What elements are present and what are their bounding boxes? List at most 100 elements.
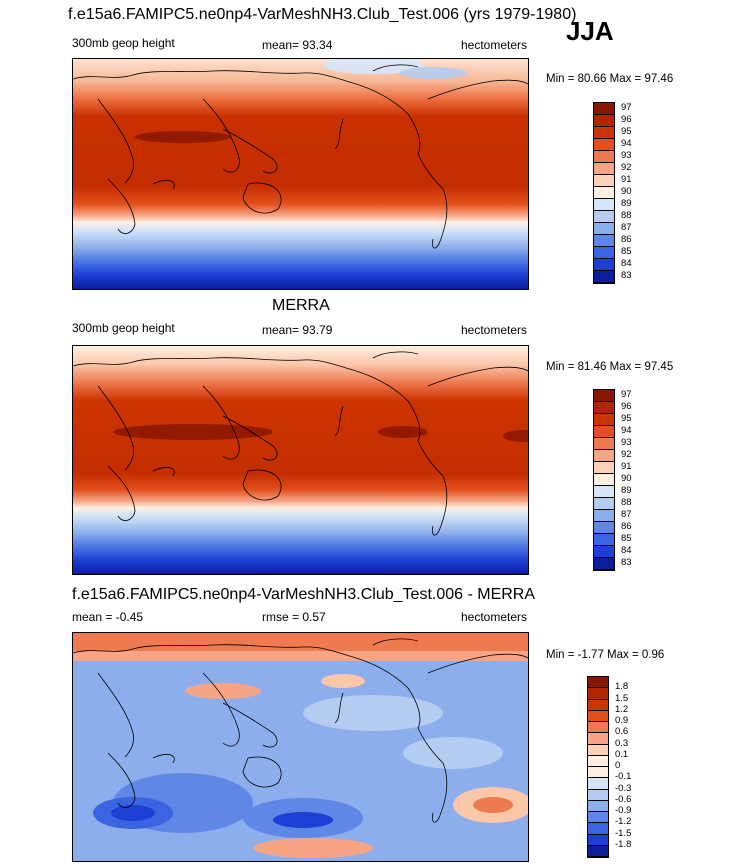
colorbar-tick-label: 97 [621, 389, 632, 400]
panel-obs-title: MERRA [272, 297, 330, 314]
colorbar-swatch [594, 438, 614, 450]
colorbar-tick-label: 92 [621, 449, 632, 460]
panel-obs-variable: 300mb geop height [72, 321, 175, 335]
colorbar-tick-label: 91 [621, 174, 632, 185]
colorbar-swatch [588, 845, 608, 857]
colorbar-swatch [588, 722, 608, 734]
colorbar-tick-label: 96 [621, 114, 632, 125]
colorbar-swatch [594, 450, 614, 462]
colorbar-swatch [594, 510, 614, 522]
colorbar-tick-label: 94 [621, 425, 632, 436]
colorbar-tick-label: 95 [621, 126, 632, 137]
panel-model-variable: 300mb geop height [72, 36, 175, 50]
colorbar-swatch [594, 139, 614, 151]
colorbar-swatch [588, 710, 608, 722]
colorbar-tick-label: 0.6 [615, 726, 629, 738]
colorbar-tick-label: 89 [621, 198, 632, 209]
colorbar-tick-label: 0.1 [615, 748, 629, 760]
colorbar-swatch [588, 733, 608, 745]
model-coastlines [73, 64, 528, 249]
panel-model-units: hectometers [461, 38, 528, 52]
colorbar-swatch [594, 175, 614, 187]
colorbar-tick-label: 90 [621, 186, 632, 197]
colorbar-swatch [594, 534, 614, 546]
colorbar-swatch [594, 247, 614, 259]
colorbar-tick-label: -0.1 [615, 771, 632, 783]
colorbar-swatch [588, 789, 608, 801]
colorbar-tick-label: 88 [621, 497, 632, 508]
panel-diff-rmse: rmse = 0.57 [262, 610, 326, 624]
panel-diff-minmax: Min = -1.77 Max = 0.96 [546, 649, 665, 661]
panel-diff-units: hectometers [461, 610, 528, 624]
colorbar-swatch [588, 767, 608, 779]
colorbar-swatch [594, 223, 614, 235]
colorbar-swatch [594, 546, 614, 558]
colorbar-tick-label: 94 [621, 138, 632, 149]
colorbar-tick-label: 86 [621, 234, 632, 245]
colorbar-swatch [594, 163, 614, 175]
obs-coastlines [73, 351, 528, 536]
colorbar-swatch [588, 823, 608, 835]
colorbar-tick-label: 96 [621, 401, 632, 412]
colorbar-tick-label: 83 [621, 270, 632, 281]
season-label: JJA [566, 16, 614, 46]
colorbar-swatch [594, 498, 614, 510]
colorbar-swatch [588, 778, 608, 790]
diff-coastlines [73, 638, 528, 823]
colorbar-tick-label: 88 [621, 210, 632, 221]
colorbar-tick-label: 84 [621, 258, 632, 269]
colorbar-tick-label: 84 [621, 545, 632, 556]
colorbar-swatch [594, 414, 614, 426]
colorbar-swatch [594, 259, 614, 271]
colorbar-tick-label: -0.3 [615, 782, 632, 794]
model-field-plot [73, 59, 528, 289]
colorbar-tick-label: 83 [621, 557, 632, 568]
colorbar-swatch [594, 426, 614, 438]
colorbar-tick-label: -0.9 [615, 805, 632, 816]
colorbar-swatch [594, 522, 614, 534]
obs-field-plot [73, 346, 528, 574]
colorbar-swatch [594, 127, 614, 139]
colorbar-tick-label: 1.5 [615, 692, 629, 704]
colorbar-tick-label: 86 [621, 521, 632, 532]
colorbar-swatch [594, 187, 614, 199]
colorbar-tick-label: 85 [621, 246, 632, 257]
colorbar-swatch [588, 755, 608, 767]
colorbar-tick-label: 92 [621, 162, 632, 173]
panel-model-minmax: Min = 80.66 Max = 97.46 [546, 73, 674, 85]
panel-diff-title: f.e15a6.FAMIPC5.ne0np4-VarMeshNH3.Club_T… [72, 586, 536, 603]
colorbar-tick-label: -1.2 [615, 816, 632, 828]
panel-diff-mean: mean = -0.45 [72, 610, 144, 624]
panel-obs-colorbar [593, 389, 615, 571]
colorbar-swatch [588, 800, 608, 812]
colorbar-tick-label: 93 [621, 437, 632, 448]
colorbar-swatch [594, 402, 614, 414]
colorbar-tick-label: 0 [615, 760, 621, 771]
colorbar-tick-label: -1.5 [615, 827, 632, 839]
colorbar-swatch [594, 558, 614, 570]
colorbar-swatch [594, 115, 614, 127]
colorbar-tick-label: 85 [621, 533, 632, 544]
colorbar-swatch [588, 677, 608, 689]
colorbar-swatch [588, 744, 608, 756]
figure-title: f.e15a6.FAMIPC5.ne0np4-VarMeshNH3.Club_T… [68, 6, 577, 23]
panel-diff-colorbar [587, 676, 609, 858]
colorbar-tick-label: 87 [621, 222, 632, 233]
model-field-background [73, 59, 528, 289]
colorbar-tick-label: 90 [621, 473, 632, 484]
colorbar-tick-label: 89 [621, 485, 632, 496]
panel-obs-units: hectometers [461, 323, 528, 337]
colorbar-swatch [588, 834, 608, 846]
colorbar-swatch [594, 474, 614, 486]
panel-obs-map [72, 345, 529, 575]
panel-model-mean: mean= 93.34 [262, 38, 333, 52]
panel-model-colorbar [593, 102, 615, 284]
colorbar-swatch [594, 390, 614, 402]
panel-obs-minmax: Min = 81.46 Max = 97.45 [546, 361, 674, 373]
colorbar-swatch [594, 235, 614, 247]
colorbar-tick-label: 93 [621, 150, 632, 161]
colorbar-tick-label: 97 [621, 102, 632, 113]
colorbar-tick-label: -0.6 [615, 793, 632, 805]
colorbar-tick-label: 91 [621, 461, 632, 472]
colorbar-tick-label: 1.8 [615, 681, 629, 693]
